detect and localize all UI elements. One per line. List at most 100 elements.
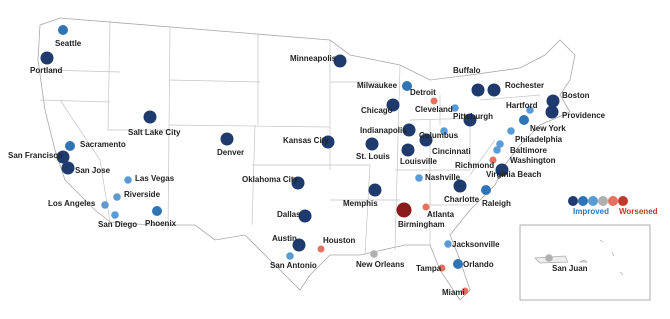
city-dot [124, 176, 132, 184]
legend-improved: Improved [573, 207, 609, 216]
city-dot [545, 254, 553, 262]
city-dot [489, 156, 497, 164]
city-label: San Antonio [270, 261, 317, 270]
city-label: New Orleans [356, 260, 405, 269]
city-dot [546, 94, 560, 108]
city-dot [444, 240, 452, 248]
city-label: Las Vegas [135, 174, 175, 183]
legend-dot [578, 196, 588, 206]
city-dot [402, 81, 412, 91]
city-dot [292, 238, 306, 252]
city-dot [152, 206, 162, 216]
city-dot [451, 104, 459, 112]
city-label: Austin [272, 234, 297, 243]
city-label: Portland [30, 66, 63, 75]
city-label: Boston [562, 91, 590, 100]
city-dot [333, 54, 347, 68]
city-label: Charlotte [444, 195, 480, 204]
city-label: Tampa [416, 264, 442, 273]
city-label: Miami [442, 288, 465, 297]
city-dot [507, 127, 515, 135]
city-label: Buffalo [453, 66, 481, 75]
city-dot [286, 252, 294, 260]
city-label: Minneapolis [290, 54, 337, 63]
city-label: Indianapolis [360, 126, 407, 135]
legend-dot [618, 196, 628, 206]
city-label: Chicago [361, 106, 393, 115]
city-label: St. Louis [356, 152, 390, 161]
us-outline [37, 17, 576, 301]
city-label: Atlanta [427, 210, 455, 219]
city-label: Milwaukee [357, 81, 398, 90]
city-dot [65, 141, 75, 151]
city-dot [220, 132, 234, 146]
city-dot [58, 25, 68, 35]
city-label: Salt Lake City [128, 128, 181, 137]
city-label: Hartford [506, 101, 538, 110]
city-dot [545, 105, 559, 119]
city-dot [401, 143, 415, 157]
city-label: Louisville [400, 157, 437, 166]
city-dot [415, 174, 423, 182]
city-label: Phoenix [145, 219, 177, 228]
city-dot [365, 137, 379, 151]
city-dot [496, 140, 504, 148]
city-label: Houston [323, 236, 356, 245]
city-dot [487, 83, 501, 97]
legend-dot [588, 196, 598, 206]
city-dot [438, 264, 446, 272]
city-label: Denver [217, 148, 244, 157]
legend: Improved Worsened [568, 196, 658, 216]
city-dot [61, 161, 75, 175]
city-dot [298, 209, 312, 223]
city-dot [56, 150, 70, 164]
city-label: Nashville [425, 173, 461, 182]
city-dot [386, 98, 400, 112]
city-dot [143, 110, 157, 124]
city-dot [370, 250, 378, 258]
city-dot [493, 146, 501, 154]
city-label: Sacramento [80, 140, 126, 149]
city-dot [453, 179, 467, 193]
city-label: Cincinnati [432, 147, 471, 156]
city-dot [111, 211, 119, 219]
city-dot [291, 176, 305, 190]
city-label: Los Angeles [48, 199, 96, 208]
city-label: Birmingham [398, 220, 445, 229]
legend-worsened: Worsened [619, 207, 658, 216]
city-label: San Juan [552, 264, 588, 273]
city-label: Philadelphia [515, 135, 563, 144]
city-dot [453, 259, 463, 269]
legend-dot [568, 196, 578, 206]
state-borders [39, 19, 541, 256]
city-label: Jacksonville [452, 240, 500, 249]
city-dot [422, 203, 430, 211]
city-dot [40, 51, 54, 65]
city-label: Baltimore [510, 146, 547, 155]
city-label: Kansas City [283, 136, 329, 145]
city-label: Riverside [124, 190, 161, 199]
city-label: Pittsburgh [453, 112, 493, 121]
legend-dot [608, 196, 618, 206]
city-label: Raleigh [482, 199, 511, 208]
city-dot [440, 127, 448, 135]
city-label: New York [530, 124, 566, 133]
city-label: Detroit [410, 88, 436, 97]
city-dot [430, 97, 438, 105]
city-dot [317, 245, 325, 253]
city-label: Rochester [505, 81, 544, 90]
city-label: Orlando [463, 260, 494, 269]
city-dot [463, 113, 477, 127]
city-dot [481, 185, 491, 195]
city-label: Washington [510, 156, 556, 165]
city-dot [113, 193, 121, 201]
city-label: Oklahoma City [242, 175, 299, 184]
city-dot [101, 201, 109, 209]
city-dot [461, 287, 469, 295]
city-dot [368, 183, 382, 197]
city-label: Seattle [55, 39, 82, 48]
city-label: Cleveland [415, 105, 453, 114]
city-label: San Jose [75, 166, 111, 175]
city-label: Dallas [277, 210, 301, 219]
